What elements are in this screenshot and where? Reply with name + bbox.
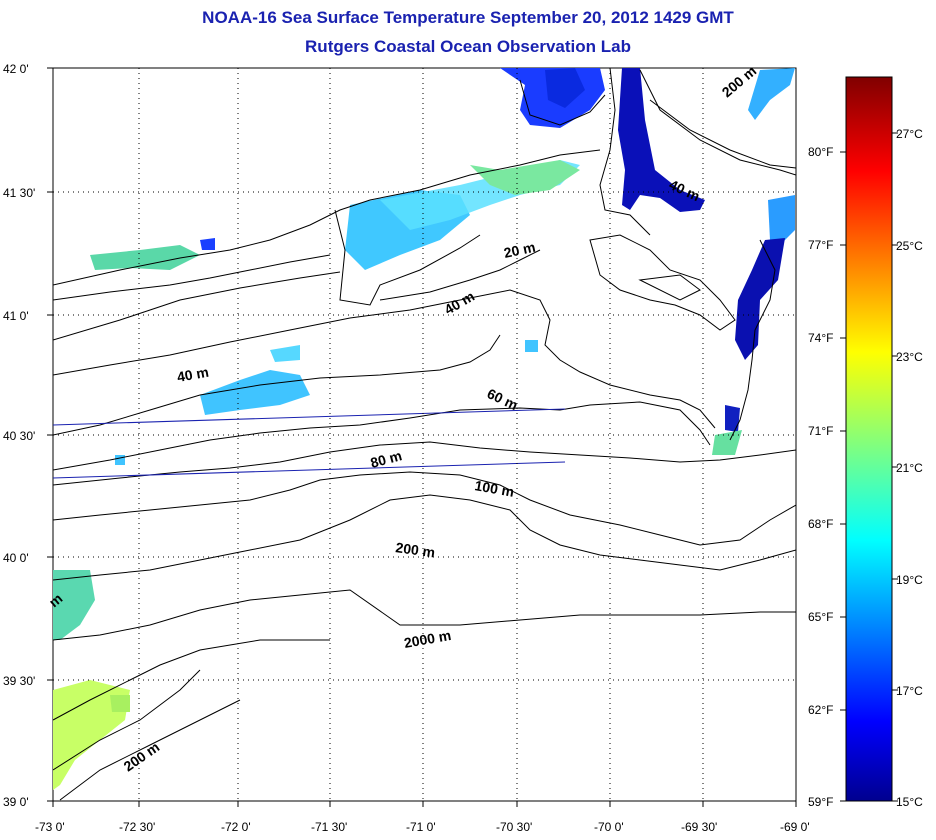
depth-label-40m-c: 40 m <box>176 364 210 385</box>
lat-label-42: 42 0' <box>3 62 29 76</box>
colorbar <box>845 76 893 802</box>
c-label-19: 19°C <box>896 573 923 587</box>
c-label-17: 17°C <box>896 684 923 698</box>
lat-label-41: 41 0' <box>3 309 29 323</box>
lon-label-72: -72 0' <box>221 820 251 834</box>
f-label-59: 59°F <box>808 795 833 809</box>
c-label-23: 23°C <box>896 350 923 364</box>
f-label-74: 74°F <box>808 331 833 345</box>
lon-label-69: -69 0' <box>780 820 810 834</box>
f-label-71: 71°F <box>808 424 833 438</box>
colorbar-ticks <box>840 132 898 802</box>
f-label-80: 80°F <box>808 145 833 159</box>
longitude-labels: -73 0' -72 30' -72 0' -71 30' -71 0' -70… <box>35 820 810 834</box>
lat-label-40: 40 0' <box>3 551 29 565</box>
c-label-15: 15°C <box>896 795 923 809</box>
depth-label-80m: 80 m <box>369 447 404 471</box>
lon-label-69-30: -69 30' <box>681 820 717 834</box>
f-label-65: 65°F <box>808 610 833 624</box>
lat-label-39-30: 39 30' <box>3 674 35 688</box>
lat-label-41-30: 41 30' <box>3 186 35 200</box>
lon-label-73: -73 0' <box>35 820 65 834</box>
lat-label-40-30: 40 30' <box>3 429 35 443</box>
bathymetry-contours <box>53 68 796 801</box>
f-label-77: 77°F <box>808 238 833 252</box>
map-frame <box>52 67 797 802</box>
lon-label-72-30: -72 30' <box>119 820 155 834</box>
graticule <box>53 68 796 801</box>
latitude-labels: 42 0' 41 30' 41 0' 40 30' 40 0' 39 30' 3… <box>3 62 35 809</box>
celsius-labels: 27°C 25°C 23°C 21°C 19°C 17°C 15°C <box>896 127 923 809</box>
depth-label-100m: 100 m <box>473 477 515 500</box>
lon-label-71-30: -71 30' <box>311 820 347 834</box>
lon-label-70-30: -70 30' <box>496 820 532 834</box>
sst-patches <box>53 68 795 790</box>
axis-ticks <box>47 67 797 807</box>
lat-label-39: 39 0' <box>3 795 29 809</box>
c-label-21: 21°C <box>896 461 923 475</box>
lon-label-71: -71 0' <box>406 820 436 834</box>
f-label-62: 62°F <box>808 703 833 717</box>
depth-label-20m: 20 m <box>502 239 537 261</box>
f-label-68: 68°F <box>808 517 833 531</box>
c-label-27: 27°C <box>896 127 923 141</box>
fahrenheit-labels: 80°F 77°F 74°F 71°F 68°F 65°F 62°F 59°F <box>808 145 833 809</box>
map-title: NOAA-16 Sea Surface Temperature Septembe… <box>202 8 734 27</box>
depth-label-200m-a: 200 m <box>395 539 437 560</box>
satellite-track-lines <box>53 408 566 479</box>
map-subtitle: Rutgers Coastal Ocean Observation Lab <box>305 37 631 56</box>
lon-label-70: -70 0' <box>594 820 624 834</box>
c-label-25: 25°C <box>896 239 923 253</box>
